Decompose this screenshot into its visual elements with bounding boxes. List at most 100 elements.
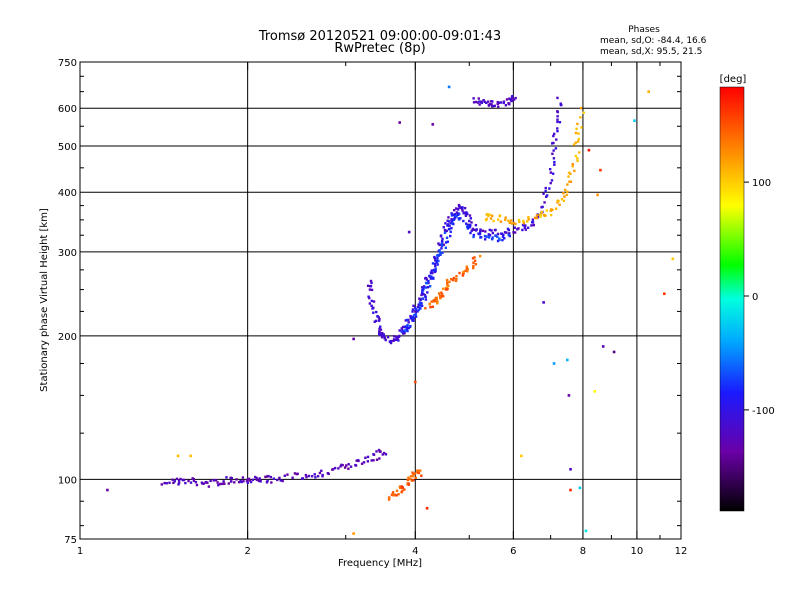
trace-point: [562, 191, 565, 195]
trace-point: [433, 270, 437, 274]
y-tick-label: 75: [64, 535, 77, 546]
trace-point: [412, 317, 416, 320]
trace-point: [496, 102, 500, 105]
trace-point: [556, 120, 559, 124]
trace-point: [343, 466, 347, 469]
trace-point: [381, 453, 384, 456]
trace-point: [398, 334, 401, 338]
trace-point: [470, 229, 473, 232]
scatter-point: [596, 193, 599, 197]
trace-point: [540, 206, 543, 209]
trace-point: [500, 232, 503, 235]
trace-point: [579, 106, 583, 110]
trace-point: [257, 479, 261, 483]
trace-point: [456, 212, 459, 215]
trace-point: [349, 465, 353, 468]
x-tick-label: 2: [244, 546, 250, 557]
trace-point: [366, 460, 370, 463]
trace-point: [412, 472, 416, 475]
trace-point: [321, 473, 324, 477]
trace-point: [492, 219, 495, 223]
scatter-point: [352, 532, 355, 535]
trace-point: [395, 489, 399, 493]
trace-point: [392, 339, 395, 342]
trace-point: [548, 187, 551, 190]
x-tick-label: 6: [510, 546, 516, 557]
trace-point: [517, 218, 521, 222]
trace-point: [485, 101, 488, 104]
trace-point: [347, 463, 350, 466]
trace-point: [510, 222, 514, 225]
trace-point: [440, 247, 443, 250]
trace-point: [563, 188, 567, 192]
trace-point: [473, 259, 477, 263]
trace-point: [464, 269, 467, 272]
trace-point: [565, 193, 569, 197]
trace-point: [477, 232, 480, 235]
trace-point: [444, 222, 447, 225]
trace-point: [523, 226, 527, 230]
trace-point: [395, 494, 398, 497]
trace-point: [574, 141, 577, 144]
trace-point: [556, 110, 560, 114]
trace-point: [296, 472, 299, 476]
trace-point: [464, 214, 468, 217]
trace-point: [458, 271, 461, 275]
trace-point: [440, 240, 444, 243]
trace-point: [259, 480, 262, 483]
chart-title: Tromsø 20120521 09:00:00-09:01:43: [258, 29, 501, 44]
trace-point: [504, 216, 507, 219]
trace-point: [499, 101, 503, 104]
trace-point: [405, 318, 409, 322]
trace-point: [455, 274, 458, 278]
trace-point: [491, 237, 494, 241]
trace-point: [461, 274, 465, 277]
trace-point: [542, 192, 545, 195]
trace-point: [437, 292, 441, 295]
trace-point: [556, 201, 559, 204]
trace-point: [512, 231, 515, 234]
trace-point: [483, 100, 486, 104]
trace-point: [431, 262, 435, 265]
scatter-point: [647, 90, 651, 93]
trace-point: [563, 195, 566, 198]
trace-point: [443, 228, 447, 232]
trace-point: [409, 478, 412, 481]
phases-heading: Phases: [628, 25, 660, 35]
trace-point: [409, 475, 413, 478]
trace-point: [368, 302, 372, 305]
trace-point: [498, 237, 501, 240]
trace-point: [414, 306, 417, 309]
trace-point: [387, 498, 391, 501]
trace-point: [425, 278, 429, 281]
trace-point: [512, 221, 516, 225]
trace-point: [239, 479, 242, 483]
trace-point: [576, 157, 579, 160]
scatter-point: [569, 488, 572, 492]
trace-point: [580, 126, 583, 129]
trace-point: [432, 269, 435, 272]
x-tick-label: 10: [631, 546, 644, 557]
trace-point: [447, 223, 450, 226]
trace-point: [485, 235, 488, 238]
trace-point: [420, 304, 424, 308]
trace-point: [550, 179, 554, 182]
trace-point: [369, 279, 373, 283]
trace-point: [567, 171, 571, 174]
trace-point: [552, 157, 556, 160]
trace-point: [491, 100, 494, 103]
trace-point: [447, 216, 450, 219]
trace-point: [202, 482, 205, 485]
trace-point: [488, 233, 492, 237]
trace-point: [490, 229, 493, 232]
trace-point: [508, 102, 511, 105]
trace-point: [508, 232, 511, 235]
trace-point: [233, 481, 236, 484]
trace-point: [441, 295, 445, 298]
trace-point: [526, 220, 529, 223]
trace-point: [389, 340, 393, 343]
trace-point: [177, 483, 180, 486]
scatter-point: [176, 454, 180, 458]
trace-point: [265, 481, 269, 484]
trace-point: [575, 127, 578, 130]
